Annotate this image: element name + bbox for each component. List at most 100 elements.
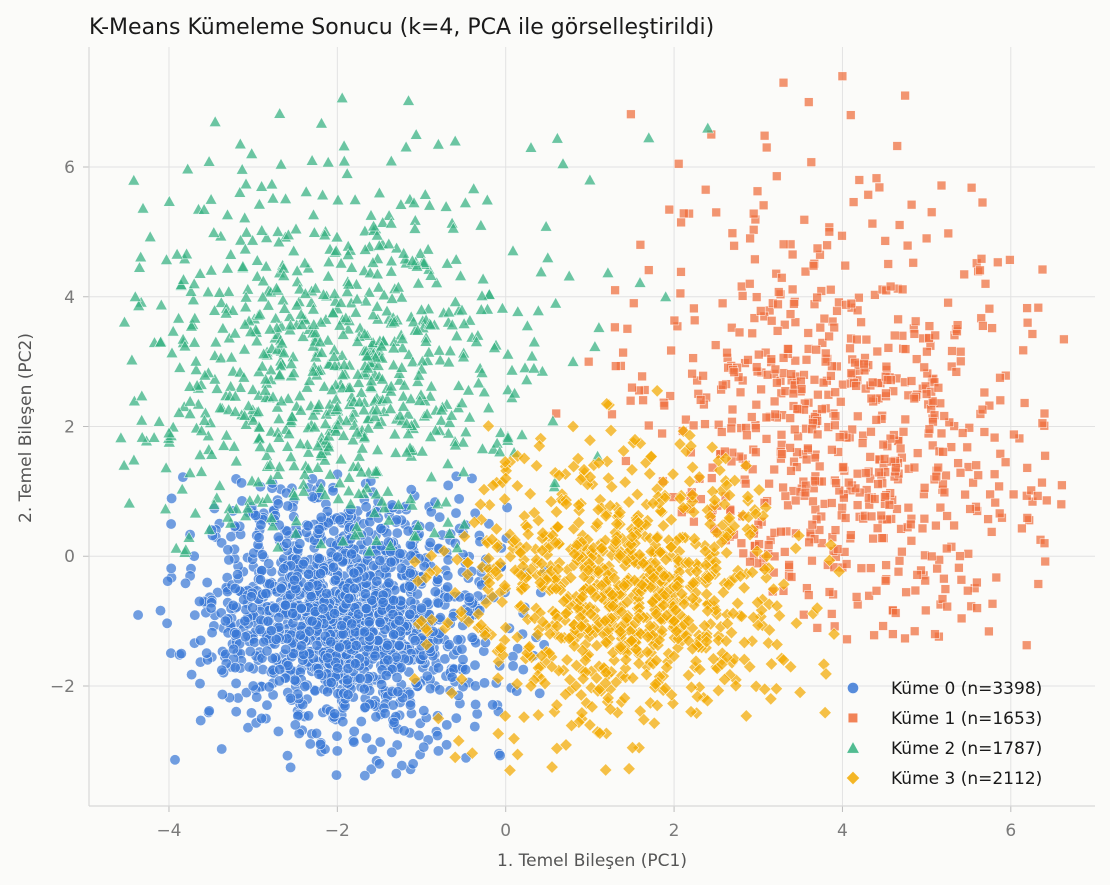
- data-point: [194, 595, 206, 607]
- data-point: [471, 607, 486, 621]
- data-point: [411, 276, 425, 289]
- data-point: [618, 475, 632, 489]
- data-point: [193, 266, 207, 279]
- data-point: [370, 299, 384, 312]
- data-point: [921, 233, 932, 244]
- data-point: [355, 441, 369, 454]
- data-point: [314, 568, 326, 580]
- data-point: [229, 662, 241, 674]
- data-point: [566, 459, 581, 474]
- data-point: [632, 656, 646, 671]
- data-point: [375, 372, 389, 385]
- data-point: [575, 706, 589, 720]
- data-point: [822, 240, 832, 250]
- data-point: [635, 240, 646, 250]
- data-point: [541, 251, 555, 263]
- data-point: [846, 298, 857, 309]
- data-point: [944, 417, 955, 428]
- data-point: [390, 768, 402, 780]
- data-point: [170, 247, 184, 260]
- data-point: [716, 585, 731, 600]
- data-point: [384, 154, 398, 167]
- data-point: [263, 681, 275, 693]
- data-point: [777, 273, 787, 283]
- data-point: [852, 305, 863, 315]
- data-point: [228, 326, 242, 339]
- data-point: [475, 289, 489, 301]
- data-point: [1037, 418, 1048, 428]
- data-point: [216, 664, 228, 676]
- data-point: [321, 155, 335, 168]
- data-point: [727, 322, 737, 333]
- data-point: [881, 560, 891, 570]
- data-point: [298, 286, 312, 299]
- data-point: [787, 284, 798, 295]
- data-point: [799, 215, 810, 225]
- data-point: [331, 418, 345, 431]
- data-point: [282, 427, 296, 439]
- data-point: [432, 343, 446, 356]
- data-point: [818, 705, 832, 720]
- data-point: [681, 414, 691, 425]
- data-point: [304, 738, 316, 750]
- data-point: [311, 639, 323, 651]
- data-point: [335, 91, 349, 103]
- data-point: [302, 520, 314, 532]
- data-point: [224, 379, 238, 392]
- data-point: [424, 430, 438, 442]
- data-point: [536, 526, 550, 540]
- data-point: [697, 619, 712, 633]
- data-point: [827, 445, 837, 455]
- data-point: [491, 671, 505, 685]
- data-point: [476, 272, 490, 285]
- data-point: [293, 437, 307, 449]
- data-point: [563, 673, 577, 687]
- data-point: [477, 482, 491, 497]
- data-point: [271, 540, 285, 553]
- data-point: [977, 404, 988, 415]
- data-point: [407, 758, 419, 770]
- data-point: [722, 488, 737, 502]
- data-point: [117, 458, 131, 471]
- data-point: [494, 426, 508, 438]
- data-point: [830, 420, 840, 430]
- data-point: [253, 440, 267, 452]
- data-point: [318, 453, 332, 466]
- data-point: [617, 691, 632, 705]
- data-point: [827, 627, 841, 641]
- data-point: [316, 287, 331, 300]
- data-point: [909, 329, 920, 339]
- data-point: [968, 477, 978, 488]
- data-point: [411, 518, 425, 531]
- data-point: [460, 567, 475, 582]
- data-point: [473, 497, 488, 512]
- data-point: [826, 371, 836, 381]
- data-point: [979, 387, 990, 398]
- data-point: [321, 686, 333, 698]
- data-point: [722, 511, 737, 525]
- data-point: [750, 254, 760, 264]
- data-point: [442, 305, 456, 318]
- data-point: [487, 699, 499, 711]
- data-point: [545, 760, 559, 774]
- data-point: [434, 511, 446, 523]
- data-point: [851, 592, 862, 602]
- data-point: [254, 624, 266, 636]
- data-point: [327, 485, 339, 497]
- data-point: [796, 384, 807, 394]
- data-point: [395, 290, 409, 303]
- data-point: [1009, 429, 1019, 440]
- data-point: [376, 215, 390, 228]
- data-point: [897, 546, 907, 557]
- data-point: [848, 197, 859, 207]
- data-point: [290, 298, 304, 311]
- data-point: [369, 464, 383, 477]
- data-point: [740, 478, 751, 489]
- data-point: [448, 134, 462, 147]
- data-point: [202, 154, 216, 167]
- series-1-points: [551, 71, 1069, 650]
- data-point: [361, 361, 375, 374]
- data-point: [288, 489, 302, 501]
- data-point: [239, 615, 251, 627]
- data-point: [238, 242, 252, 255]
